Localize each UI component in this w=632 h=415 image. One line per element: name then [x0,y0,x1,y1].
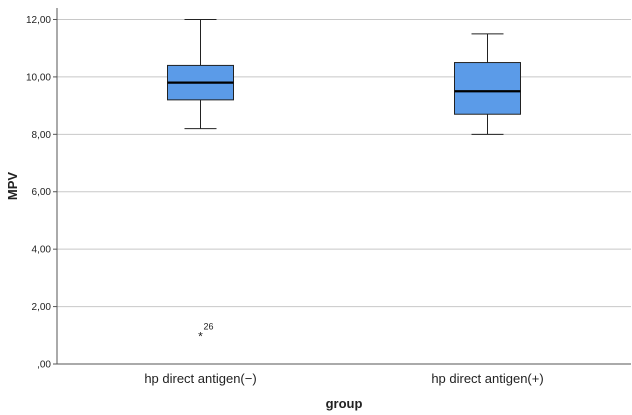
iqr-box [454,62,521,115]
box-2 [454,33,521,135]
gridlines [57,18,631,365]
x-axis-title: group [326,396,363,411]
y-axis-title: MPV [5,172,20,201]
y-tick-label-1: 2,00 [32,302,52,313]
y-axis-ticks: ,00 2,00 4,00 6,00 8,00 10,00 12,00 [26,15,57,371]
y-tick-label-3: 6,00 [32,187,52,198]
x-axis-categories: hp direct antigen(−) hp direct antigen(+) [144,371,543,386]
y-tick-label-4: 8,00 [32,130,52,141]
y-tick-label-6: 12,00 [26,15,51,26]
outlier-marker-0: * [198,329,203,343]
outlier-label-0: 26 [204,321,214,331]
y-tick-label-2: 4,00 [32,245,52,256]
y-tick-label-0: ,00 [37,360,51,371]
boxes: *26 [167,18,521,343]
category-label-1: hp direct antigen(−) [144,371,256,386]
category-label-2: hp direct antigen(+) [431,371,543,386]
box-1: *26 [167,18,234,343]
y-tick-label-5: 10,00 [26,72,51,83]
